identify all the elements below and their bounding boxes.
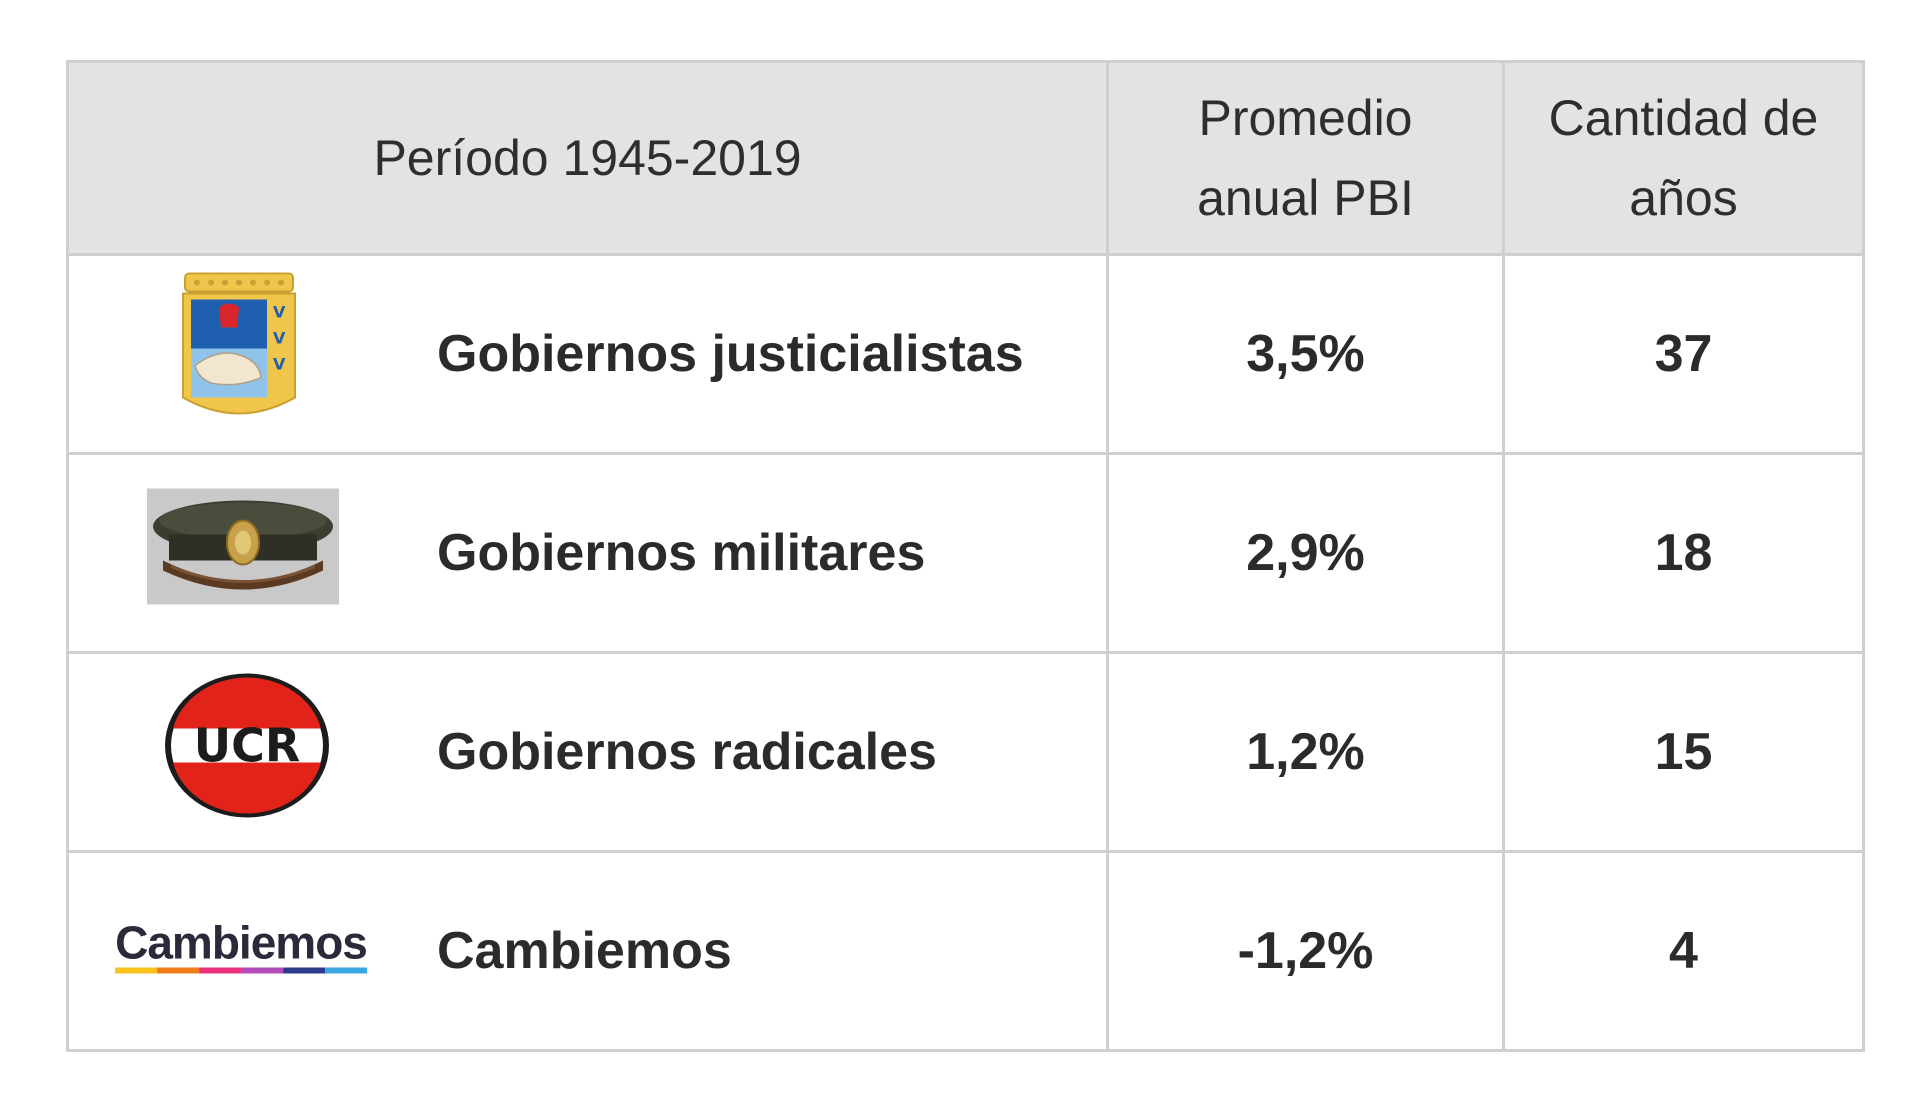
svg-text:V: V [273,329,286,348]
avg-gdp-cell: -1,2% [1106,850,1505,1052]
table-row: Cambiemos Ca [66,850,1865,1052]
row-label: Cambiemos [437,922,732,980]
years-cell: 18 [1502,452,1865,654]
avg-gdp-cell: 3,5% [1106,253,1505,455]
row-label: Gobiernos radicales [437,723,937,781]
header-years-line1: Cantidad de [1548,90,1819,146]
table-row: UCR Gobiernos radicales 1,2% 15 [66,651,1865,853]
military-cap-icon [147,488,339,618]
svg-text:V: V [273,355,286,374]
header-avg-gdp-line2: anual PBI [1197,170,1414,226]
years-cell: 15 [1502,651,1865,853]
header-avg-gdp-line1: Promedio [1198,90,1413,146]
cambiemos-color-bar [115,967,367,974]
pj-shield-icon: V V V [179,270,299,439]
table-row: Gobiernos militares 2,9% 18 [66,452,1865,654]
gdp-comparison-table: Período 1945-2019 Promedio anual PBI Can… [66,60,1865,1052]
header-years: Cantidad de años [1502,60,1865,256]
header-period-label: Período 1945-2019 [373,130,802,186]
gdp-comparison-table-container: Período 1945-2019 Promedio anual PBI Can… [66,60,1865,1052]
row-label: Gobiernos militares [437,524,926,582]
row-label-cell: Cambiemos Ca [66,850,1109,1052]
avg-gdp-cell: 2,9% [1106,452,1505,654]
years-cell: 37 [1502,253,1865,455]
ucr-logo-text: UCR [194,719,301,773]
row-label-cell: Gobiernos militares [66,452,1109,654]
row-label: Gobiernos justicialistas [437,325,1024,383]
cambiemos-logo-text: Cambiemos [115,916,368,969]
svg-text:V: V [273,303,286,322]
cambiemos-logo: Cambiemos [115,916,368,987]
table-row: V V V Gobiernos justicialistas 3,5% 37 [66,253,1865,455]
row-label-cell: UCR Gobiernos radicales [66,651,1109,853]
avg-gdp-cell: 1,2% [1106,651,1505,853]
ucr-logo: UCR [162,671,332,834]
header-avg-gdp: Promedio anual PBI [1106,60,1505,256]
header-period: Período 1945-2019 [66,60,1109,256]
row-label-cell: V V V Gobiernos justicialistas [66,253,1109,455]
table-header-row: Período 1945-2019 Promedio anual PBI Can… [66,60,1865,256]
years-cell: 4 [1502,850,1865,1052]
header-years-line2: años [1629,170,1738,226]
